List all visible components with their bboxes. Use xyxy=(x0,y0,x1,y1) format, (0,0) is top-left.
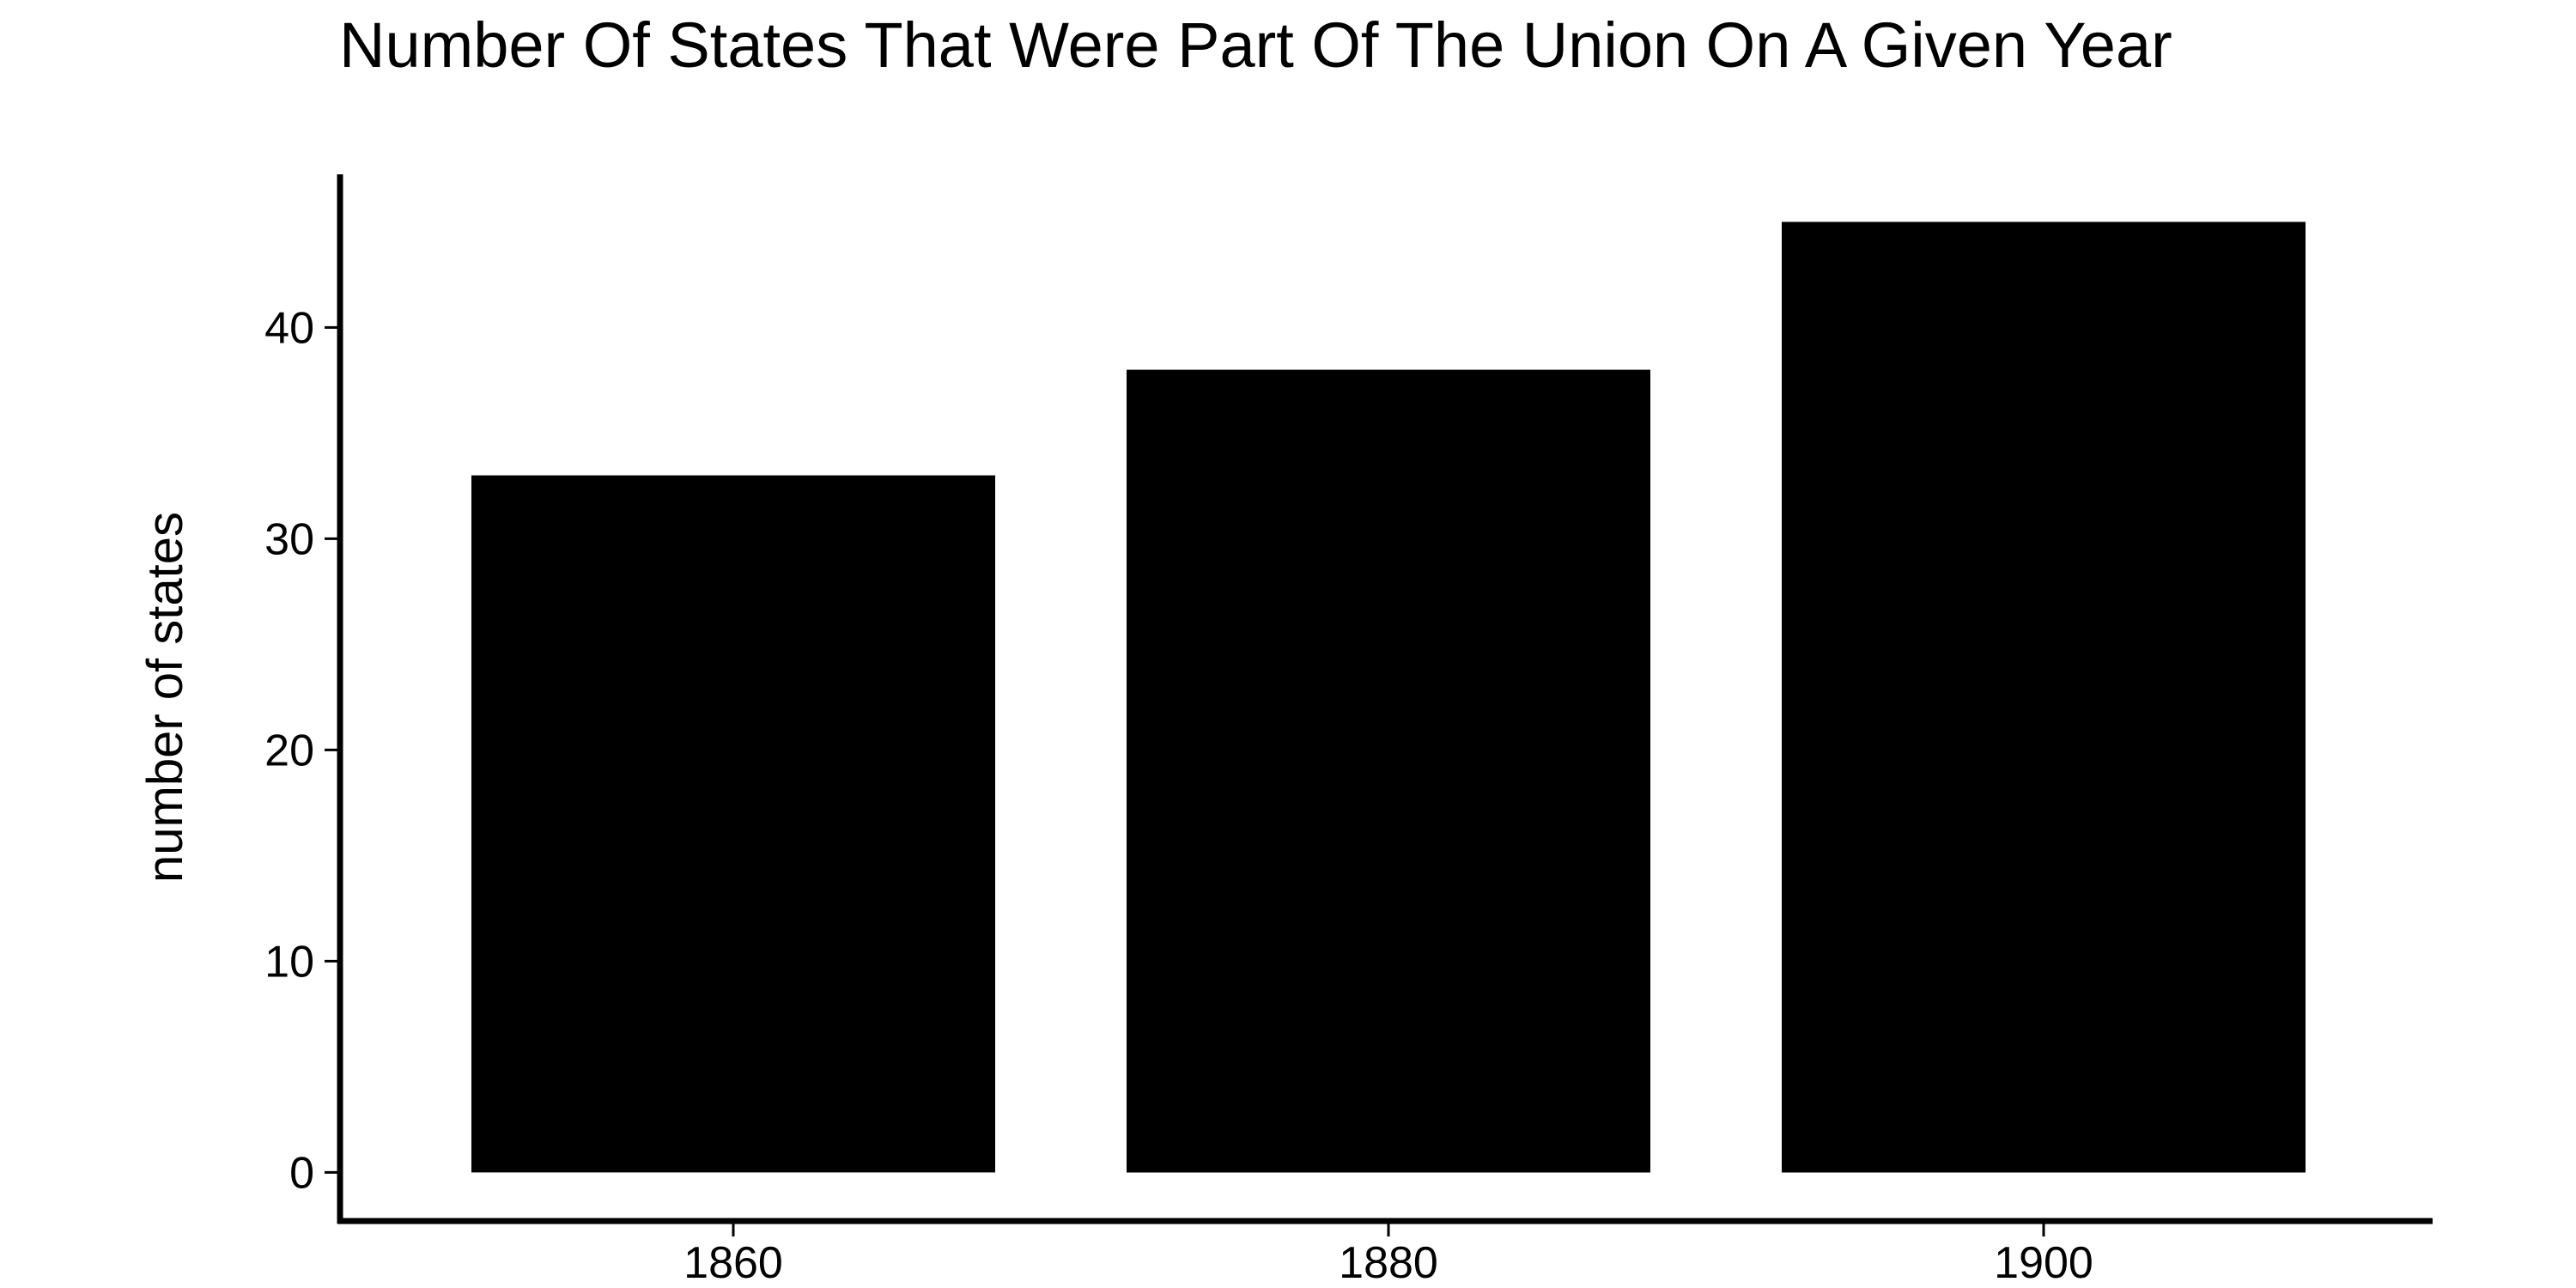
x-tick-label: 1880 xyxy=(1339,1238,1438,1288)
x-ticks-group: 1860 1880 1900 xyxy=(683,1221,2093,1288)
y-tick-label: 20 xyxy=(264,726,314,775)
y-ticks-group: 0 10 20 30 40 xyxy=(264,303,340,1198)
bars-group xyxy=(471,222,2306,1173)
y-tick-label: 10 xyxy=(264,937,314,987)
y-tick-label: 30 xyxy=(264,514,314,564)
chart-title: Number Of States That Were Part Of The U… xyxy=(339,9,2172,81)
bar-1880 xyxy=(1127,369,1650,1173)
bar-1860 xyxy=(471,475,995,1173)
y-tick-label: 0 xyxy=(289,1148,314,1198)
y-tick-label: 40 xyxy=(264,303,314,353)
y-axis-title: number of states xyxy=(137,512,193,883)
x-tick-label: 1860 xyxy=(683,1238,783,1288)
x-tick-label: 1900 xyxy=(1994,1238,2093,1288)
bar-1900 xyxy=(1782,222,2306,1173)
